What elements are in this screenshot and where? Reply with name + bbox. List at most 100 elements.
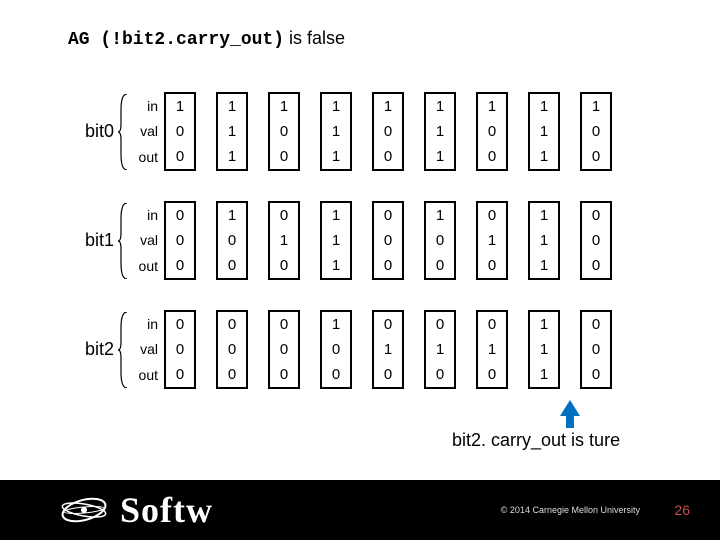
row-label-in: in [132, 312, 158, 337]
cell: 0 [270, 203, 298, 228]
state-column: 100 [476, 92, 508, 171]
cell: 1 [530, 119, 558, 144]
cell: 0 [218, 312, 246, 337]
bit-group-bit2: bit2invalout000000000100010010010111000 [60, 310, 612, 389]
cell: 1 [270, 94, 298, 119]
logo-text: Softw [120, 489, 213, 531]
cell: 0 [582, 362, 610, 387]
cell: 1 [530, 312, 558, 337]
cell: 0 [426, 312, 454, 337]
cell: 0 [166, 228, 194, 253]
bit-label: bit2 [60, 339, 114, 360]
cell: 1 [530, 94, 558, 119]
cell: 0 [582, 253, 610, 278]
row-label-val: val [132, 337, 158, 362]
cell: 0 [582, 144, 610, 169]
row-labels: invalout [132, 203, 158, 279]
cell: 0 [270, 119, 298, 144]
state-column: 100 [164, 92, 196, 171]
cell: 0 [374, 228, 402, 253]
state-column: 000 [372, 201, 404, 280]
state-column: 010 [476, 310, 508, 389]
state-column: 010 [476, 201, 508, 280]
cell: 0 [270, 144, 298, 169]
cell: 0 [166, 312, 194, 337]
state-column: 111 [320, 201, 352, 280]
state-column: 100 [320, 310, 352, 389]
cell: 1 [322, 253, 350, 278]
bit-group-bit0: bit0invalout100111100111100111100111100 [60, 92, 612, 171]
cell: 0 [582, 119, 610, 144]
cell: 0 [374, 253, 402, 278]
state-column: 111 [528, 310, 560, 389]
columns: 100111100111100111100111100 [164, 92, 612, 171]
cell: 1 [530, 253, 558, 278]
cell: 1 [426, 337, 454, 362]
bit-group-bit1: bit1invalout000100010111000100010111000 [60, 201, 612, 280]
state-column: 111 [528, 92, 560, 171]
row-label-in: in [132, 203, 158, 228]
row-label-out: out [132, 145, 158, 170]
copyright-text: © 2014 Carnegie Mellon University [501, 505, 640, 515]
bit-label: bit0 [60, 121, 114, 142]
columns: 000000000100010010010111000 [164, 310, 612, 389]
cell: 1 [218, 119, 246, 144]
cell: 1 [218, 94, 246, 119]
bit-grid-area: bit0invalout100111100111100111100111100b… [60, 92, 612, 419]
logo-swirl-icon [60, 489, 108, 531]
cell: 1 [374, 337, 402, 362]
state-column: 000 [268, 310, 300, 389]
state-column: 000 [164, 310, 196, 389]
cell: 0 [270, 312, 298, 337]
cell: 1 [322, 228, 350, 253]
formula-title: AG (!bit2.carry_out) is false [68, 28, 345, 50]
cell: 0 [426, 228, 454, 253]
row-label-in: in [132, 94, 158, 119]
columns: 000100010111000100010111000 [164, 201, 612, 280]
page-number: 26 [674, 502, 690, 518]
row-label-val: val [132, 119, 158, 144]
cell: 0 [218, 337, 246, 362]
cell: 1 [478, 337, 506, 362]
cell: 0 [478, 144, 506, 169]
cell: 1 [530, 203, 558, 228]
cell: 0 [218, 253, 246, 278]
cell: 0 [478, 362, 506, 387]
cell: 1 [530, 228, 558, 253]
cell: 0 [374, 119, 402, 144]
cell: 0 [426, 253, 454, 278]
cell: 1 [478, 228, 506, 253]
cell: 0 [478, 119, 506, 144]
cell: 0 [582, 203, 610, 228]
cell: 1 [426, 94, 454, 119]
state-column: 100 [216, 201, 248, 280]
cell: 0 [166, 144, 194, 169]
cell: 1 [478, 94, 506, 119]
cell: 1 [322, 203, 350, 228]
state-column: 000 [164, 201, 196, 280]
brace-icon [118, 203, 128, 279]
cell: 1 [322, 312, 350, 337]
bit-label: bit1 [60, 230, 114, 251]
cell: 1 [530, 337, 558, 362]
cell: 1 [166, 94, 194, 119]
cell: 0 [166, 253, 194, 278]
cell: 0 [426, 362, 454, 387]
cell: 1 [322, 144, 350, 169]
cell: 0 [374, 362, 402, 387]
cell: 0 [166, 362, 194, 387]
cell: 0 [374, 203, 402, 228]
cell: 0 [478, 253, 506, 278]
cell: 0 [218, 362, 246, 387]
state-column: 000 [580, 310, 612, 389]
row-labels: invalout [132, 94, 158, 170]
cell: 0 [218, 228, 246, 253]
cell: 0 [374, 144, 402, 169]
cell: 1 [270, 228, 298, 253]
cell: 1 [322, 94, 350, 119]
state-column: 100 [580, 92, 612, 171]
cell: 1 [218, 144, 246, 169]
cell: 0 [582, 337, 610, 362]
cell: 0 [166, 203, 194, 228]
state-column: 000 [580, 201, 612, 280]
